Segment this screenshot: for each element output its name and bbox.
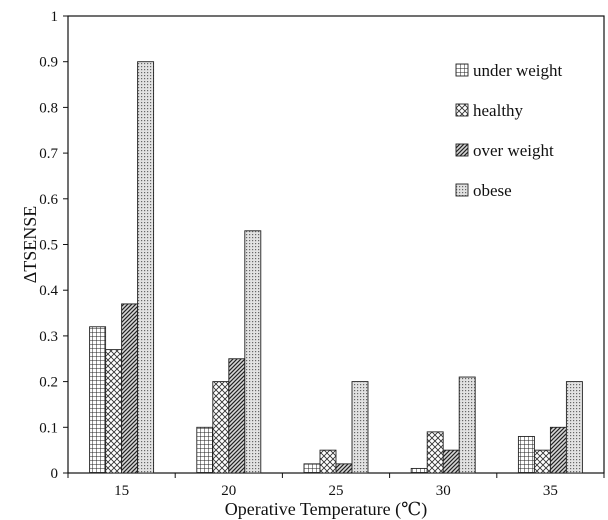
bar-under-weight-20 <box>196 426 214 474</box>
y-tick-label: 0 <box>51 466 59 482</box>
bar-over-weight-20 <box>228 358 246 474</box>
y-tick-label: 0.2 <box>39 375 58 391</box>
axis-labels: 0 0.1 0.2 0.3 0.4 0.5 0.6 0.7 0.8 0.9 1 15 20 25 30 35 O… <box>20 9 558 520</box>
x-tick-label: 30 <box>436 483 451 499</box>
y-tick-label: 0.1 <box>39 420 58 436</box>
legend-label: under weight <box>473 61 563 80</box>
bar-over-weight-25 <box>335 463 353 474</box>
legend: under weight healthy over weight obese <box>455 61 563 200</box>
bar-obese-25 <box>351 381 369 474</box>
y-tick-label: 0.6 <box>39 192 58 208</box>
y-tick-label: 0.4 <box>39 283 58 299</box>
bar-obese-35 <box>565 381 583 474</box>
x-tick-label: 20 <box>221 483 236 499</box>
legend-label: healthy <box>473 101 524 120</box>
x-tick-label: 25 <box>329 483 344 499</box>
bar-obese-15 <box>137 61 155 474</box>
legend-swatch <box>455 183 469 197</box>
bar-healthy-20 <box>212 381 230 474</box>
legend-label: over weight <box>473 141 554 160</box>
x-tick-label: 35 <box>543 483 558 499</box>
bar-obese-20 <box>244 230 262 474</box>
y-tick-label: 0.3 <box>39 329 58 345</box>
bars <box>89 61 583 474</box>
bar-healthy-15 <box>105 349 123 474</box>
legend-swatch <box>455 63 469 77</box>
bar-over-weight-35 <box>549 426 567 474</box>
bar-obese-30 <box>458 376 476 474</box>
bar-under-weight-35 <box>517 435 535 474</box>
bar-under-weight-30 <box>410 467 428 474</box>
bar-under-weight-15 <box>89 326 107 474</box>
y-tick-label: 0.7 <box>39 146 58 162</box>
bar-healthy-25 <box>319 449 337 474</box>
y-tick-label: 0.5 <box>39 238 58 254</box>
legend-swatch <box>455 143 469 157</box>
x-tick-label: 15 <box>114 483 129 499</box>
x-axis-title: Operative Temperature (℃) <box>225 499 427 520</box>
legend-swatch <box>455 103 469 117</box>
bar-healthy-35 <box>533 449 551 474</box>
bar-under-weight-25 <box>303 463 321 474</box>
bar-over-weight-30 <box>442 449 460 474</box>
bar-over-weight-15 <box>121 303 139 474</box>
y-tick-label: 0.9 <box>39 55 58 71</box>
y-tick-label: 1 <box>51 9 59 25</box>
y-axis-title: ΔTSENSE <box>20 206 40 284</box>
legend-label: obese <box>473 181 512 200</box>
bar-healthy-30 <box>426 431 444 474</box>
y-tick-label: 0.8 <box>39 100 58 116</box>
